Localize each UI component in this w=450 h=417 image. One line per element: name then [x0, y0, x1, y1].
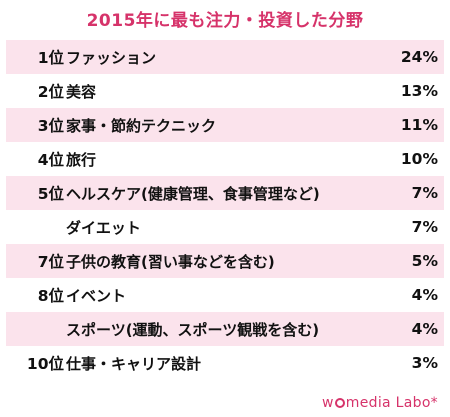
rank-label: 2位 [37, 83, 64, 101]
percentage-value: 3% [411, 354, 438, 372]
table-row: 8位 イベント 4% [6, 278, 444, 312]
category-label: 家事・節約テクニック [66, 116, 217, 135]
rank-label: 3位 [37, 117, 64, 135]
womedia-labo-logo: w media Labo* [322, 395, 438, 411]
percentage-value: 10% [400, 150, 438, 168]
percentage-value: 5% [411, 252, 438, 270]
percentage-value: 24% [400, 48, 438, 66]
rank-label: 7位 [37, 253, 64, 271]
table-row: 1位 ファッション 24% [6, 40, 444, 74]
rank-label: 8位 [37, 287, 64, 305]
percentage-value: 13% [400, 82, 438, 100]
percentage-value: 11% [400, 116, 438, 134]
category-label: 美容 [66, 82, 97, 101]
rank-label: 1位 [37, 49, 64, 67]
category-label: ファッション [66, 48, 157, 67]
category-label: ヘルスケア(健康管理、食事管理など) [66, 184, 320, 203]
table-row: 10位 仕事・キャリア設計 3% [6, 346, 444, 380]
table-row: ダイエット 7% [6, 210, 444, 244]
category-label: イベント [66, 286, 127, 305]
category-label: スポーツ(運動、スポーツ観戦を含む) [66, 320, 320, 339]
table-row: 5位 ヘルスケア(健康管理、食事管理など) 7% [6, 176, 444, 210]
table-row: スポーツ(運動、スポーツ観戦を含む) 4% [6, 312, 444, 346]
category-label: 子供の教育(習い事などを含む) [66, 252, 275, 271]
table-row: 3位 家事・節約テクニック 11% [6, 108, 444, 142]
percentage-value: 4% [411, 286, 438, 304]
category-label: 仕事・キャリア設計 [66, 354, 202, 373]
table-row: 2位 美容 13% [6, 74, 444, 108]
table-row: 4位 旅行 10% [6, 142, 444, 176]
percentage-value: 7% [411, 218, 438, 236]
percentage-value: 7% [411, 184, 438, 202]
percentage-value: 4% [411, 320, 438, 338]
category-label: 旅行 [66, 150, 97, 169]
rank-label: 5位 [37, 185, 64, 203]
ranking-table: 1位 ファッション 24% 2位 美容 13% 3位 家事・節約テクニック 11% 4位 旅行 10%… [6, 40, 444, 380]
rank-label: 10位 [26, 355, 64, 373]
category-label: ダイエット [66, 218, 141, 237]
table-row: 7位 子供の教育(習い事などを含む) 5% [6, 244, 444, 278]
chart-title: 2015年に最も注力・投資した分野 [86, 11, 364, 31]
rank-label: 4位 [37, 151, 64, 169]
